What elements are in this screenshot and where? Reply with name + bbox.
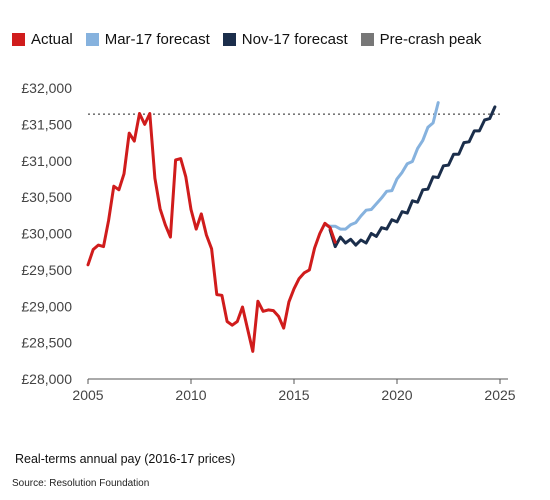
x-tick-label: 2015	[278, 387, 309, 403]
y-tick-label: £28,000	[21, 371, 72, 387]
legend-swatch-mar17-forecast	[85, 32, 99, 46]
series-line-nov-17-forecast	[328, 105, 497, 249]
legend-item-pre-crash-peak: Pre-crash peak	[360, 30, 482, 48]
legend-label-nov17-forecast: Nov-17 forecast	[241, 30, 348, 48]
legend-swatch-pre-crash-peak	[360, 32, 374, 46]
y-tick-label: £31,500	[21, 116, 72, 132]
y-tick-label: £31,000	[21, 153, 72, 169]
y-tick-label: £30,000	[21, 226, 72, 242]
legend-item-nov17-forecast: Nov-17 forecast	[222, 30, 348, 48]
legend-item-mar17-forecast: Mar-17 forecast	[85, 30, 210, 48]
chart-legend: Actual Mar-17 forecast Nov-17 forecast P…	[12, 28, 542, 50]
y-tick-label: £30,500	[21, 189, 72, 205]
chart-caption: Real-terms annual pay (2016-17 prices)	[15, 452, 236, 466]
x-tick-label: 2020	[381, 387, 412, 403]
y-tick-label: £29,000	[21, 298, 72, 314]
y-tick-label: £32,000	[21, 80, 72, 96]
line-chart: £28,000 £28,500 £29,000 £29,500 £30,000 £30,5…	[21, 80, 515, 403]
legend-item-actual: Actual	[12, 31, 73, 48]
x-tick-label: 2010	[175, 387, 206, 403]
series-line-actual	[86, 112, 337, 353]
legend-label-pre-crash-peak: Pre-crash peak	[379, 30, 482, 48]
legend-swatch-actual	[12, 32, 25, 46]
x-tick-label: 2005	[72, 387, 103, 403]
chart-source: Source: Resolution Foundation	[12, 478, 150, 489]
x-tick-label: 2025	[484, 387, 515, 403]
y-tick-label: £29,500	[21, 262, 72, 278]
series-line-mar-17-forecast	[323, 101, 440, 231]
y-tick-label: £28,500	[21, 335, 72, 351]
legend-label-mar17-forecast: Mar-17 forecast	[104, 30, 210, 48]
legend-swatch-nov17-forecast	[222, 32, 236, 46]
legend-label-actual: Actual	[31, 30, 73, 48]
